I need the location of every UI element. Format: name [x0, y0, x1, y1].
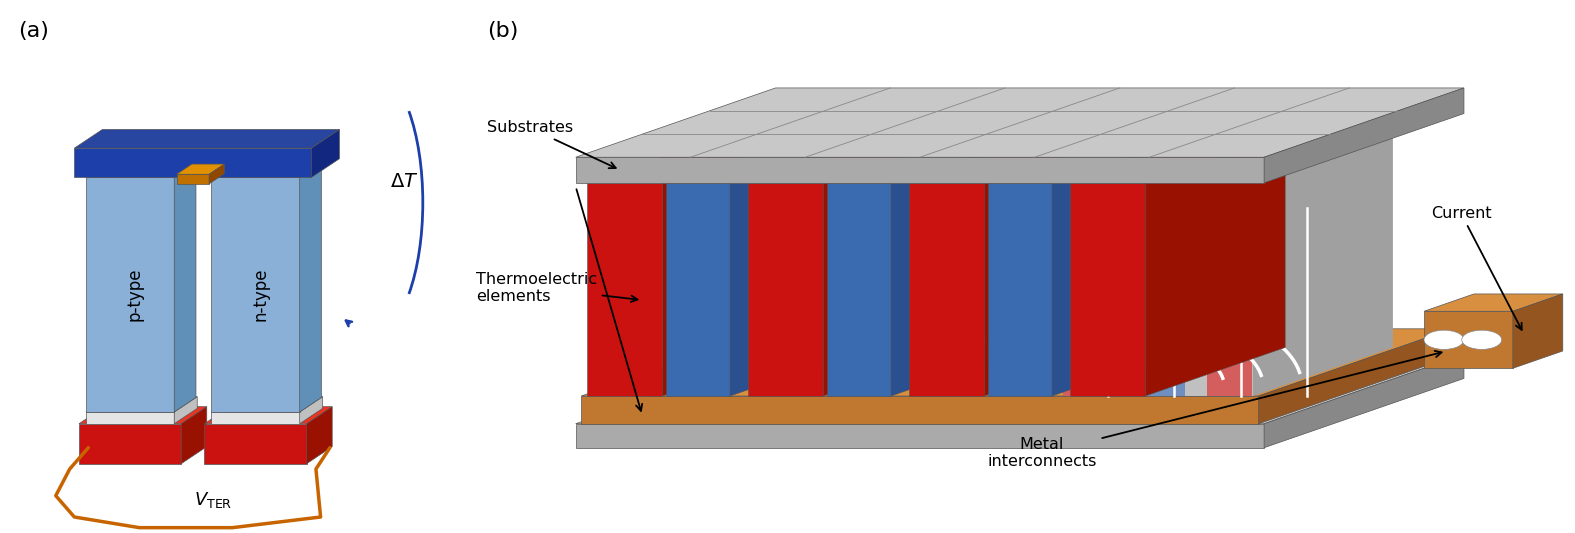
Polygon shape	[666, 134, 869, 183]
Polygon shape	[587, 183, 662, 396]
Text: $V_{\mathrm{TER}}$: $V_{\mathrm{TER}}$	[194, 490, 233, 510]
Text: Thermoelectric
elements: Thermoelectric elements	[476, 272, 638, 304]
Polygon shape	[1052, 134, 1192, 396]
Text: p-type: p-type	[126, 268, 143, 321]
Polygon shape	[209, 164, 224, 184]
Polygon shape	[581, 329, 1452, 396]
Text: Metal
interconnects: Metal interconnects	[988, 351, 1441, 470]
Polygon shape	[827, 183, 891, 396]
Polygon shape	[176, 174, 209, 184]
Polygon shape	[729, 134, 869, 396]
Polygon shape	[891, 134, 1032, 396]
Text: Current: Current	[1430, 206, 1521, 330]
Text: n-type: n-type	[250, 268, 269, 321]
Polygon shape	[1063, 183, 1254, 396]
Circle shape	[1424, 330, 1465, 350]
Polygon shape	[988, 134, 1192, 183]
Polygon shape	[1424, 311, 1514, 368]
Polygon shape	[1140, 208, 1186, 396]
Polygon shape	[576, 424, 1265, 448]
Text: (b): (b)	[487, 21, 518, 42]
Polygon shape	[211, 412, 299, 424]
Polygon shape	[576, 157, 1265, 183]
Polygon shape	[181, 407, 206, 464]
Text: $\Delta T$: $\Delta T$	[391, 172, 419, 191]
Polygon shape	[312, 130, 339, 177]
Polygon shape	[1258, 329, 1452, 424]
Polygon shape	[176, 164, 224, 174]
Text: (a): (a)	[19, 21, 49, 42]
Polygon shape	[87, 163, 195, 177]
Polygon shape	[74, 130, 339, 148]
Polygon shape	[1265, 88, 1463, 183]
Polygon shape	[984, 134, 1125, 396]
Polygon shape	[662, 134, 802, 396]
Polygon shape	[205, 407, 332, 424]
Polygon shape	[1424, 294, 1562, 311]
Polygon shape	[748, 134, 964, 183]
Polygon shape	[748, 183, 824, 396]
Polygon shape	[988, 183, 1052, 396]
Polygon shape	[74, 148, 312, 177]
Polygon shape	[1069, 183, 1145, 396]
Polygon shape	[211, 177, 299, 412]
Polygon shape	[87, 177, 175, 412]
Polygon shape	[1265, 354, 1463, 448]
Polygon shape	[909, 134, 1125, 183]
Polygon shape	[175, 397, 197, 424]
Polygon shape	[909, 183, 984, 396]
Text: Substrates: Substrates	[487, 120, 616, 168]
Polygon shape	[1208, 208, 1252, 396]
Polygon shape	[79, 424, 181, 464]
Polygon shape	[1069, 134, 1285, 183]
Polygon shape	[827, 134, 1032, 183]
Polygon shape	[299, 397, 323, 424]
Polygon shape	[175, 163, 195, 412]
Polygon shape	[87, 397, 197, 412]
Polygon shape	[211, 397, 323, 412]
Polygon shape	[87, 412, 175, 424]
Polygon shape	[1063, 208, 1107, 396]
Polygon shape	[211, 163, 321, 177]
Polygon shape	[581, 396, 1258, 424]
Polygon shape	[79, 407, 206, 424]
Polygon shape	[666, 183, 729, 396]
Polygon shape	[299, 163, 321, 412]
Polygon shape	[576, 88, 1463, 157]
Polygon shape	[824, 134, 964, 396]
Polygon shape	[1254, 134, 1392, 396]
Polygon shape	[587, 134, 802, 183]
Polygon shape	[205, 424, 307, 464]
Polygon shape	[1514, 294, 1562, 368]
Polygon shape	[576, 354, 1463, 424]
Circle shape	[1462, 330, 1501, 350]
Polygon shape	[307, 407, 332, 464]
Polygon shape	[1145, 134, 1285, 396]
